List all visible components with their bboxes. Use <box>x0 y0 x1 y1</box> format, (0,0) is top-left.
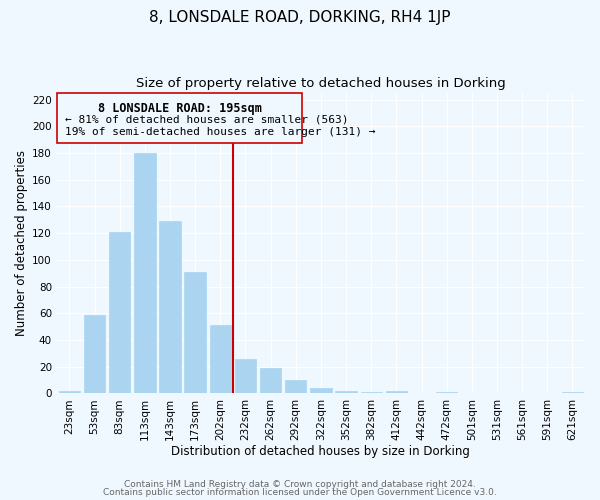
Bar <box>310 388 332 394</box>
X-axis label: Distribution of detached houses by size in Dorking: Distribution of detached houses by size … <box>172 444 470 458</box>
Text: Contains HM Land Registry data © Crown copyright and database right 2024.: Contains HM Land Registry data © Crown c… <box>124 480 476 489</box>
Bar <box>84 314 105 394</box>
Bar <box>59 390 80 394</box>
Title: Size of property relative to detached houses in Dorking: Size of property relative to detached ho… <box>136 78 506 90</box>
FancyBboxPatch shape <box>57 93 302 142</box>
Bar <box>260 368 281 394</box>
Bar <box>436 392 457 394</box>
Bar <box>134 153 155 394</box>
Y-axis label: Number of detached properties: Number of detached properties <box>15 150 28 336</box>
Bar <box>361 392 382 394</box>
Bar <box>109 232 130 394</box>
Bar <box>184 272 206 394</box>
Text: ← 81% of detached houses are smaller (563): ← 81% of detached houses are smaller (56… <box>65 115 348 125</box>
Bar <box>285 380 307 394</box>
Bar <box>159 221 181 394</box>
Bar <box>335 390 357 394</box>
Bar <box>235 358 256 394</box>
Text: 8 LONSDALE ROAD: 195sqm: 8 LONSDALE ROAD: 195sqm <box>98 102 262 115</box>
Text: Contains public sector information licensed under the Open Government Licence v3: Contains public sector information licen… <box>103 488 497 497</box>
Bar <box>562 392 583 394</box>
Bar <box>386 390 407 394</box>
Bar <box>209 326 231 394</box>
Text: 8, LONSDALE ROAD, DORKING, RH4 1JP: 8, LONSDALE ROAD, DORKING, RH4 1JP <box>149 10 451 25</box>
Text: 19% of semi-detached houses are larger (131) →: 19% of semi-detached houses are larger (… <box>65 127 375 137</box>
